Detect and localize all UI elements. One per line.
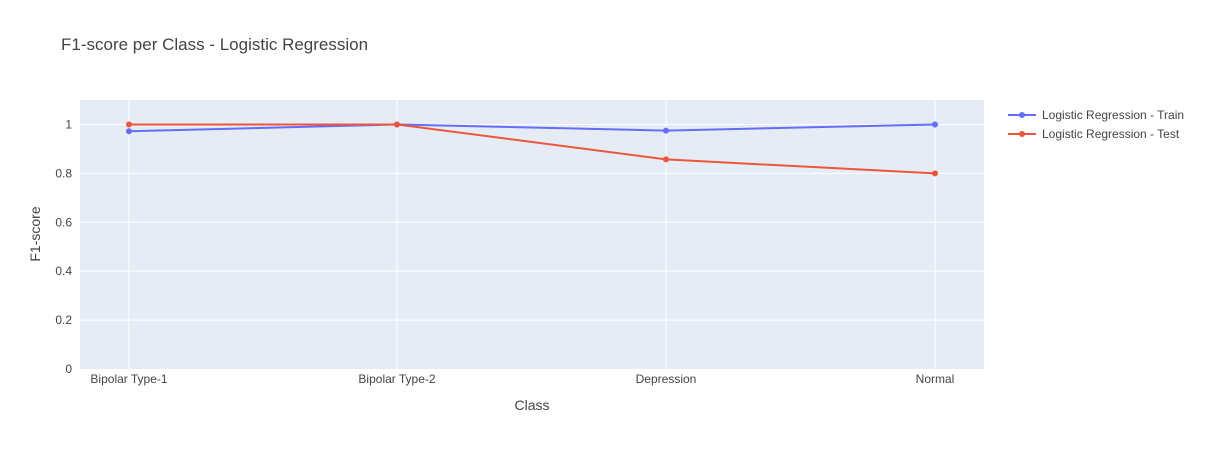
y-tick-label: 1 bbox=[65, 117, 72, 131]
series-layer bbox=[126, 121, 938, 177]
x-tick-label: Bipolar Type-2 bbox=[358, 372, 435, 386]
plot-area bbox=[80, 100, 984, 369]
data-point[interactable] bbox=[663, 127, 669, 134]
legend-swatch-marker bbox=[1019, 112, 1025, 118]
y-tick-label: 0.6 bbox=[55, 215, 72, 229]
x-axis-title: Class bbox=[514, 397, 549, 413]
legend-label: Logistic Regression - Test bbox=[1042, 127, 1180, 141]
x-tick-label: Depression bbox=[636, 372, 697, 386]
data-point[interactable] bbox=[126, 121, 132, 128]
legend-item-train[interactable]: Logistic Regression - Train bbox=[1008, 108, 1184, 122]
series-test bbox=[126, 121, 938, 177]
legend[interactable]: Logistic Regression - Train Logistic Regr… bbox=[1008, 108, 1184, 141]
data-point[interactable] bbox=[932, 121, 938, 128]
x-tick-labels: Bipolar Type-1 Bipolar Type-2 Depression No… bbox=[90, 372, 954, 386]
y-tick-label: 0.2 bbox=[55, 313, 72, 327]
y-axis-title: F1-score bbox=[27, 206, 43, 261]
y-gridlines bbox=[80, 123, 984, 321]
x-gridlines bbox=[128, 100, 936, 369]
y-tick-label: 0.8 bbox=[55, 166, 72, 180]
data-point[interactable] bbox=[126, 128, 132, 135]
y-tick-label: 0.4 bbox=[55, 264, 72, 278]
series-line bbox=[128, 123, 936, 133]
x-tick-label: Bipolar Type-1 bbox=[90, 372, 167, 386]
chart-title: F1-score per Class - Logistic Regression bbox=[61, 35, 368, 54]
y-tick-label: 0 bbox=[65, 362, 72, 376]
data-point[interactable] bbox=[394, 121, 400, 128]
data-point[interactable] bbox=[663, 156, 669, 163]
y-tick-labels: 0 0.2 0.4 0.6 0.8 1 bbox=[55, 117, 72, 376]
series-line bbox=[129, 123, 936, 175]
legend-label: Logistic Regression - Train bbox=[1042, 108, 1184, 122]
x-tick-label: Normal bbox=[916, 372, 955, 386]
legend-swatch-marker bbox=[1019, 131, 1025, 137]
data-point[interactable] bbox=[932, 170, 938, 177]
legend-item-test[interactable]: Logistic Regression - Test bbox=[1008, 127, 1180, 141]
